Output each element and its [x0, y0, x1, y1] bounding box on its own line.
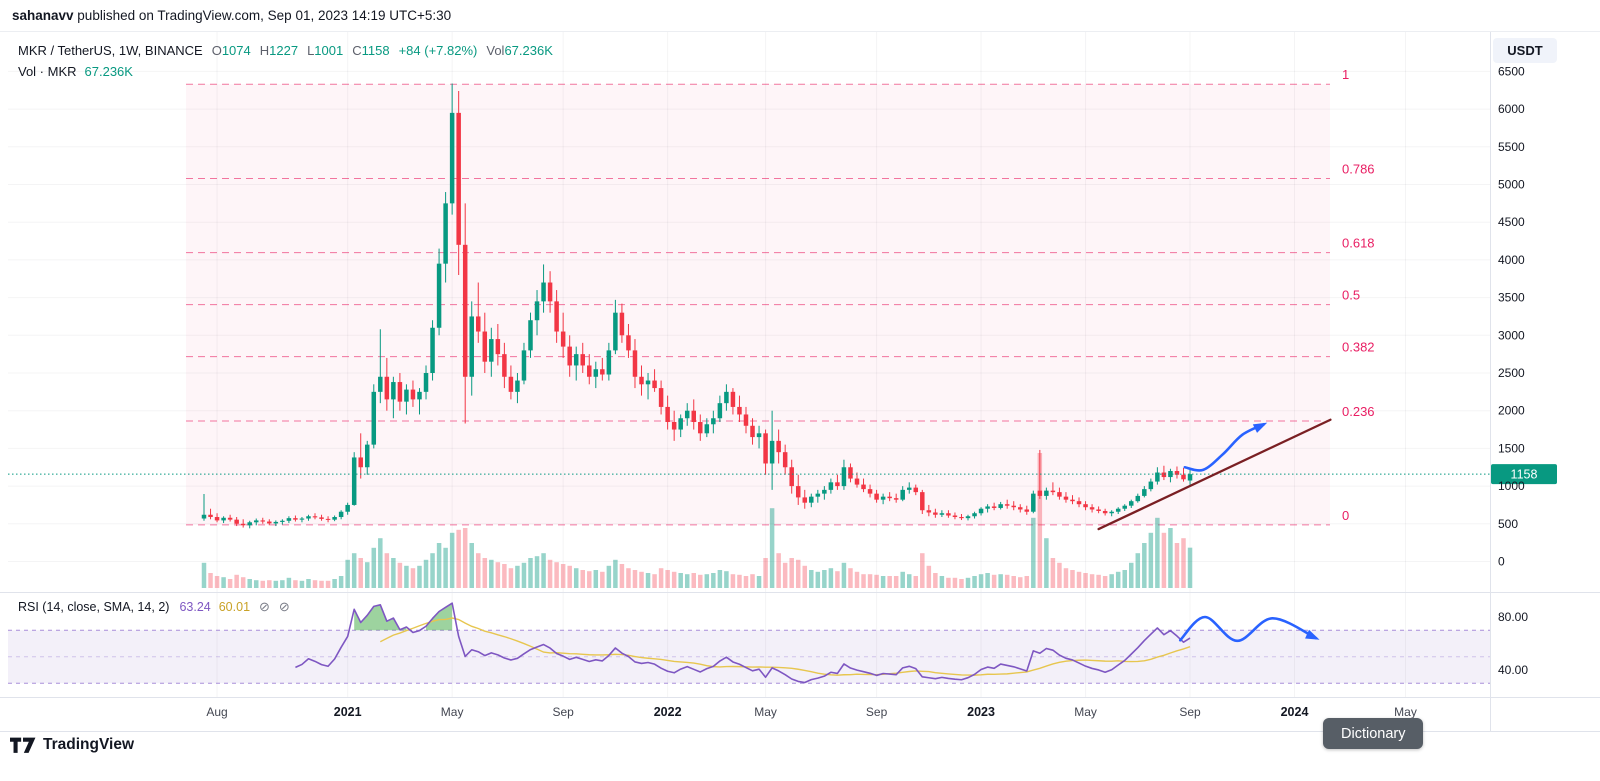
time-axis: Aug 2021 May Sep 2022 May Sep 2023 May Sep 2024 May	[206, 705, 1416, 719]
time-tick-label: May	[1394, 705, 1417, 719]
time-tick-label: May	[754, 705, 777, 719]
price-tick-label: 4000	[1498, 253, 1525, 267]
current-price-line: 1158	[8, 464, 1557, 485]
tradingview-brand[interactable]: TradingView	[10, 736, 134, 754]
drawing-annotations	[1097, 418, 1332, 531]
rsi-sma-line	[379, 617, 1191, 676]
tradingview-logo	[10, 737, 36, 753]
hide-indicator-icon[interactable]: ⊘	[278, 599, 290, 614]
time-tick-label: 2021	[334, 705, 362, 719]
price-tick-label: 6500	[1498, 64, 1525, 78]
fib-level-label: 0	[1342, 508, 1349, 523]
attribution-bar: sahanavv published on TradingView.com, S…	[0, 0, 1600, 32]
rsi-line	[295, 602, 1191, 684]
price-tick-label: 5500	[1498, 140, 1525, 154]
hide-indicator-icon[interactable]: ⊘	[259, 599, 270, 614]
time-tick-label: 2024	[1281, 705, 1309, 719]
time-tick-label: Sep	[552, 705, 574, 719]
volume-layer	[201, 453, 1193, 588]
fib-level-label: 0.236	[1342, 404, 1375, 419]
fib-level-label: 0.382	[1342, 340, 1375, 355]
dictionary-button[interactable]: Dictionary	[1323, 718, 1424, 749]
time-tick-label: May	[441, 705, 464, 719]
current-price-badge	[1491, 464, 1557, 485]
fib-level-label: 0.5	[1342, 288, 1360, 303]
rsi-tick-label: 80.00	[1498, 610, 1528, 624]
price-tick-label: 1000	[1498, 479, 1525, 493]
trend-line	[1097, 418, 1332, 531]
rsi-overbought-fill	[354, 604, 407, 631]
currency-toggle-button[interactable]: USDT	[1493, 38, 1557, 63]
rsi-overbought-fill	[426, 603, 453, 631]
time-tick-label: 2022	[654, 705, 682, 719]
candlestick-layer	[201, 83, 1193, 529]
rsi-tick-label: 40.00	[1498, 663, 1528, 677]
rsi-pane: 80.00 40.00	[8, 602, 1528, 684]
price-tick-label: 6000	[1498, 102, 1525, 116]
price-tick-label: 1500	[1498, 441, 1525, 455]
price-tick-label: 2500	[1498, 366, 1525, 380]
time-tick-label: Sep	[1179, 705, 1201, 719]
price-tick-label: 3000	[1498, 328, 1525, 342]
price-tick-label: 0	[1498, 555, 1505, 569]
fib-retracement: 1 0.786 0.618 0.5 0.382 0.236 0	[186, 67, 1375, 526]
price-arrow	[1183, 422, 1266, 472]
time-tick-label: May	[1074, 705, 1097, 719]
rsi-arrow	[1178, 615, 1318, 643]
price-tick-label: 3500	[1498, 291, 1525, 305]
price-tick-label: 500	[1498, 517, 1518, 531]
time-tick-label: Aug	[206, 705, 227, 719]
fib-level-label: 0.618	[1342, 236, 1375, 251]
fib-level-label: 0.786	[1342, 162, 1375, 177]
brand-name: TradingView	[43, 736, 135, 753]
author-name: sahanavv	[12, 8, 74, 23]
attribution-text: published on TradingView.com, Sep 01, 20…	[73, 8, 452, 23]
price-tick-label: 4500	[1498, 215, 1525, 229]
grid-layer	[8, 32, 1490, 697]
time-tick-label: Sep	[866, 705, 888, 719]
current-price-label: 1158	[1511, 468, 1538, 482]
time-tick-label: 2023	[967, 705, 995, 719]
price-axis: 6500600055005000450040003500300025002000…	[1498, 64, 1525, 568]
fib-level-label: 1	[1342, 67, 1349, 82]
price-tick-label: 5000	[1498, 178, 1525, 192]
price-tick-label: 2000	[1498, 404, 1525, 418]
